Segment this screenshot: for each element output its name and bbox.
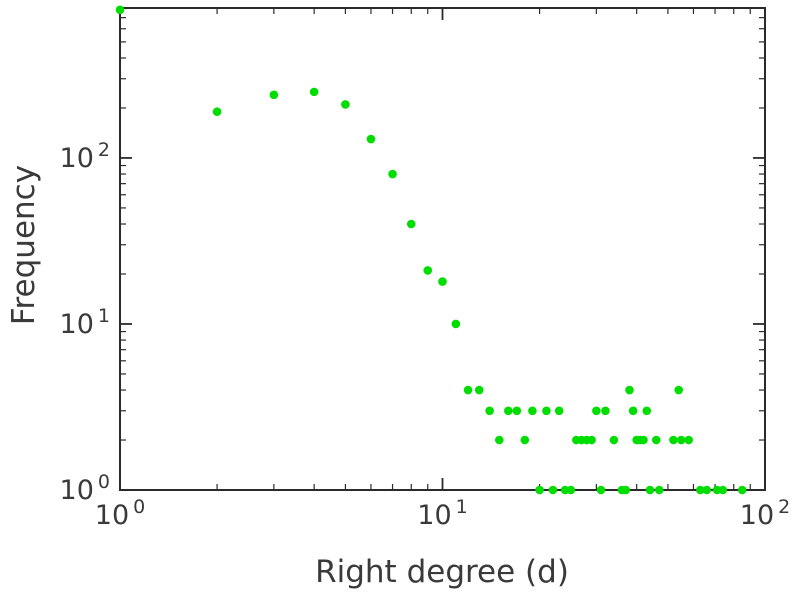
data-point — [474, 385, 484, 395]
y-tick-label: 10 1 — [60, 305, 110, 340]
data-point — [115, 5, 125, 15]
data-point — [528, 406, 537, 416]
data-point — [642, 406, 652, 416]
data-point — [592, 406, 601, 416]
data-point — [535, 485, 544, 495]
data-point — [494, 435, 504, 445]
data-point — [406, 219, 416, 229]
y-axis-label: Frequency — [6, 164, 42, 326]
plot-frame — [119, 7, 766, 491]
x-axis-label: Right degree (d) — [315, 554, 569, 590]
data-point — [718, 485, 728, 495]
x-tick-label: 10 0 — [95, 496, 145, 531]
data-point — [695, 485, 705, 495]
y-tick-label: 10 0 — [60, 471, 110, 506]
data-point — [674, 385, 683, 395]
data-point — [554, 406, 564, 416]
data-point — [309, 87, 319, 97]
data-point — [625, 385, 634, 395]
data-point — [548, 485, 558, 495]
data-point — [651, 435, 661, 445]
x-tick-label: 10 1 — [417, 496, 467, 531]
data-point — [609, 435, 619, 445]
data-point — [463, 385, 473, 395]
data-point — [596, 485, 606, 495]
data-point — [520, 435, 530, 445]
data-point — [212, 107, 222, 116]
data-point — [504, 406, 513, 416]
data-point — [341, 100, 350, 109]
data-point — [654, 485, 664, 495]
data-point — [684, 435, 694, 445]
data-point — [645, 485, 655, 495]
data-point — [566, 485, 576, 495]
data-point — [587, 435, 596, 445]
data-point — [423, 266, 433, 275]
data-point — [388, 169, 397, 179]
x-tick-label: 10 2 — [740, 496, 790, 531]
data-point — [676, 435, 686, 445]
data-point — [621, 485, 631, 495]
data-point — [451, 319, 461, 329]
data-point — [269, 90, 279, 100]
data-point — [702, 485, 712, 495]
y-tick-label: 10 2 — [60, 139, 110, 174]
data-point — [669, 435, 678, 445]
data-point — [737, 485, 747, 495]
data-point — [366, 134, 376, 144]
data-point — [628, 406, 638, 416]
data-point — [512, 406, 522, 416]
data-point — [639, 435, 648, 445]
data-point — [542, 406, 551, 416]
data-point — [601, 406, 610, 416]
data-point — [485, 406, 494, 416]
data-point — [438, 277, 447, 286]
